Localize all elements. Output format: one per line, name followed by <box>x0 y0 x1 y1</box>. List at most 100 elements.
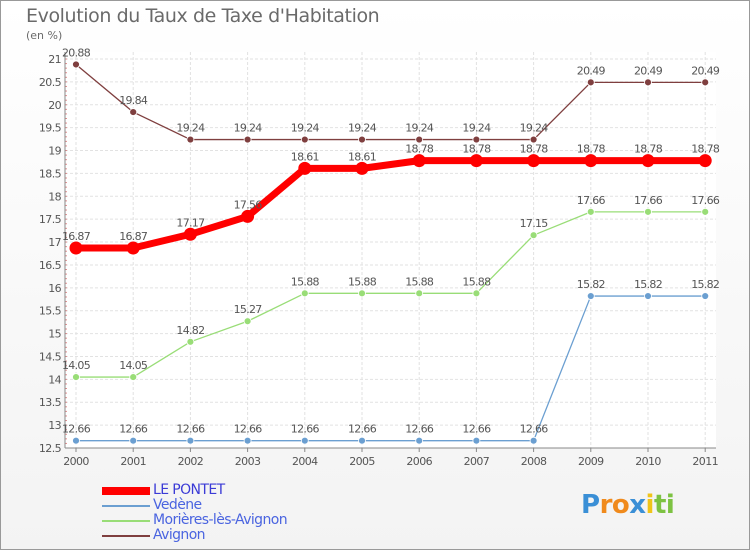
data-label-le-pontet: 18.78 <box>405 143 434 156</box>
series-line-vedene <box>75 295 706 442</box>
data-point-vedene <box>72 436 80 445</box>
data-point-le-pontet <box>126 241 140 255</box>
y-tick-label: 12.5 <box>39 442 62 455</box>
legend-swatch-morieres <box>102 520 150 522</box>
y-tick-label: 19.5 <box>39 122 62 135</box>
y-tick-label: 15 <box>48 328 61 341</box>
legend-swatch-le-pontet <box>102 487 150 495</box>
data-label-vedene: 12.66 <box>291 423 320 436</box>
data-point-avignon <box>72 60 80 69</box>
data-label-avignon: 19.24 <box>176 122 205 135</box>
data-point-vedene <box>415 436 424 445</box>
data-point-le-pontet <box>298 161 312 175</box>
data-point-avignon <box>358 135 366 144</box>
x-tick-label: 2011 <box>692 455 718 468</box>
data-point-morieres-les-avignon <box>586 207 595 216</box>
data-label-avignon: 20.49 <box>691 64 720 77</box>
series-line-le-pontet <box>72 157 709 252</box>
data-point-vedene <box>586 292 595 300</box>
data-label-avignon: 20.49 <box>577 64 606 77</box>
axes: 12.5 13 13.5 14 14.5 15 15.5 16 16.5 17 17.5 18 18.5… <box>39 52 719 468</box>
x-tick-label: 2010 <box>635 455 661 468</box>
data-label-le-pontet: 17.56 <box>234 198 263 211</box>
data-label-morieres-les-avignon: 17.66 <box>691 194 720 207</box>
x-tick-label: 2000 <box>63 455 89 468</box>
logo-letter: i <box>645 490 655 520</box>
legend-label-vedene: Vedène <box>153 497 202 513</box>
data-label-avignon: 20.88 <box>62 46 91 59</box>
data-point-morieres-les-avignon <box>415 289 424 298</box>
data-point-vedene <box>529 436 538 445</box>
legend-swatch-avignon <box>102 535 150 537</box>
data-point-le-pontet <box>469 154 483 168</box>
data-label-morieres-les-avignon: 17.66 <box>634 194 663 207</box>
data-label-vedene: 12.66 <box>176 423 205 436</box>
data-label-vedene: 15.82 <box>634 278 662 291</box>
data-label-vedene: 12.66 <box>405 423 434 436</box>
data-point-avignon <box>300 135 309 144</box>
data-point-morieres-les-avignon <box>358 289 366 298</box>
data-point-le-pontet <box>355 161 369 175</box>
y-tick-label: 15.5 <box>39 305 62 318</box>
data-point-le-pontet <box>584 154 598 168</box>
series-vedene <box>72 292 710 445</box>
data-label-vedene: 12.66 <box>119 423 148 436</box>
y-tick-label: 17.5 <box>39 213 62 226</box>
x-tick-label: 2001 <box>120 455 146 468</box>
data-label-morieres-les-avignon: 17.15 <box>520 217 549 230</box>
data-label-avignon: 20.49 <box>634 64 663 77</box>
x-tick-label: 2003 <box>235 455 261 468</box>
x-tick-label: 2006 <box>406 455 432 468</box>
data-point-le-pontet <box>641 154 655 168</box>
grid <box>65 52 716 449</box>
line-chart: 12.5 13 13.5 14 14.5 15 15.5 16 16.5 17 17.5 18 18.5… <box>39 46 721 468</box>
data-label-vedene: 12.66 <box>62 423 91 436</box>
data-point-avignon <box>586 78 595 87</box>
series-avignon <box>72 60 710 144</box>
data-point-le-pontet <box>698 154 712 168</box>
y-tick-label: 16 <box>48 282 61 295</box>
data-label-morieres-les-avignon: 14.82 <box>176 324 204 337</box>
x-tick-label: 2008 <box>521 455 547 468</box>
data-label-vedene: 12.66 <box>462 423 491 436</box>
data-label-morieres-les-avignon: 17.66 <box>577 194 606 207</box>
data-point-avignon <box>529 135 538 144</box>
data-label-morieres-les-avignon: 15.88 <box>405 275 434 288</box>
plot-background <box>65 52 716 448</box>
data-label-morieres-les-avignon: 15.27 <box>234 303 263 316</box>
y-tick-label: 19 <box>48 145 61 158</box>
data-point-morieres-les-avignon <box>529 231 538 240</box>
legend-label-le-pontet: LE PONTET <box>153 482 225 498</box>
data-label-morieres-les-avignon: 15.88 <box>348 275 377 288</box>
proxiti-logo: Proxiti <box>581 490 675 520</box>
data-labels: 16.87 16.87 17.17 17.56 18.61 18.61 18.78 18.78… <box>62 46 721 436</box>
series-line-avignon <box>75 63 706 141</box>
logo-letter: o <box>611 490 630 520</box>
data-point-vedene <box>358 436 366 445</box>
y-tick-label: 20.5 <box>39 76 62 89</box>
data-point-avignon <box>472 135 481 144</box>
data-label-morieres-les-avignon: 14.05 <box>62 359 91 372</box>
data-point-morieres-les-avignon <box>472 289 481 298</box>
y-tick-label: 21 <box>48 53 61 66</box>
data-point-vedene <box>300 436 309 445</box>
data-point-morieres-les-avignon <box>186 337 195 346</box>
logo-letter: P <box>581 490 600 520</box>
data-point-morieres-les-avignon <box>243 317 252 326</box>
y-tick-label: 14.5 <box>39 350 62 363</box>
data-label-morieres-les-avignon: 15.88 <box>462 275 491 288</box>
data-label-avignon: 19.24 <box>405 122 434 135</box>
data-point-avignon <box>415 135 424 144</box>
data-point-le-pontet <box>241 209 255 223</box>
data-label-avignon: 19.24 <box>291 122 320 135</box>
logo-letter: t <box>653 490 666 520</box>
data-label-le-pontet: 18.78 <box>691 143 720 156</box>
data-label-le-pontet: 16.87 <box>62 230 91 243</box>
series <box>69 60 712 445</box>
data-point-avignon <box>701 78 710 87</box>
data-point-morieres-les-avignon <box>300 289 309 298</box>
data-label-vedene: 15.82 <box>691 278 719 291</box>
data-point-le-pontet <box>527 154 541 168</box>
data-label-vedene: 12.66 <box>234 423 263 436</box>
y-tick-label: 18 <box>48 190 61 203</box>
